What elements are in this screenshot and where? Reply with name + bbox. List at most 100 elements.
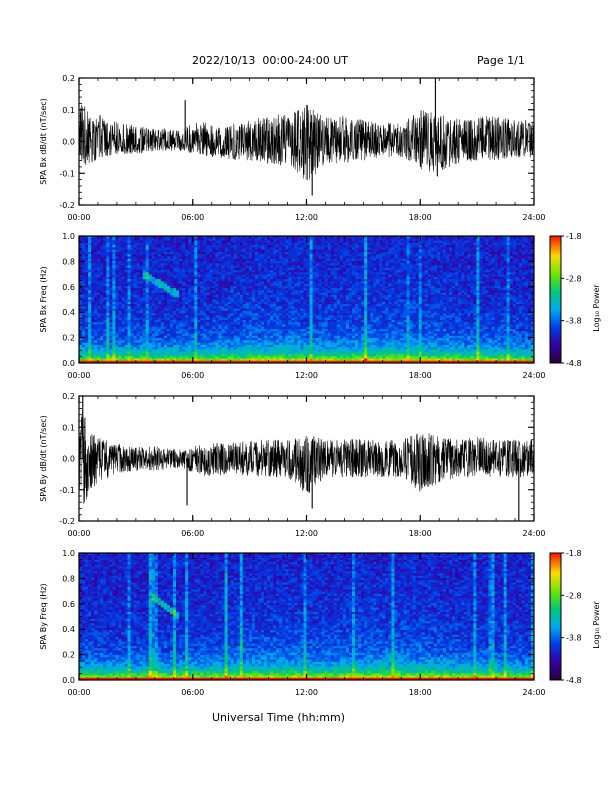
spectrogram-cell <box>91 236 95 239</box>
spectrogram-cell <box>170 310 174 314</box>
spectrogram-cell <box>185 353 189 357</box>
spectrogram-cell <box>251 265 256 269</box>
spectrogram-cell <box>170 236 174 239</box>
spectrogram-cell <box>191 324 195 328</box>
spectrogram-cell <box>233 251 238 255</box>
spectrogram-cell <box>170 340 174 343</box>
spectrogram-cell <box>273 340 277 343</box>
spectrogram-cell <box>333 340 338 343</box>
spectrogram-cell <box>327 272 332 275</box>
spectrogram-cell <box>160 324 165 328</box>
spectrogram-cell <box>166 356 171 359</box>
spectrogram-cell <box>170 304 174 307</box>
spectrogram-cell <box>312 317 316 321</box>
spectrogram-cell <box>118 238 122 241</box>
spectrogram-cell <box>251 251 256 255</box>
spectrogram-cell <box>103 272 107 275</box>
spectrogram-cell <box>327 301 332 305</box>
spectrogram-cell <box>336 274 341 278</box>
spectrogram-cell <box>321 304 326 307</box>
spectrogram-cell <box>288 360 292 363</box>
spectrogram-cell <box>218 347 222 350</box>
spectrogram-cell <box>82 308 86 312</box>
spectrogram-cell <box>100 308 104 312</box>
spectrogram-cell <box>200 258 204 262</box>
spectrogram-cell <box>273 292 277 296</box>
spectrogram-cell <box>236 242 241 246</box>
spectrogram-cell <box>188 351 192 355</box>
spectrogram-cell <box>261 358 265 362</box>
spectrogram-cell <box>115 281 119 285</box>
spectrogram-cell <box>303 360 307 363</box>
spectrogram-cell <box>97 340 101 343</box>
spectrogram-cell <box>103 326 107 330</box>
spectrogram-cell <box>303 342 307 346</box>
spectrogram-cell <box>276 342 280 346</box>
spectrogram-cell <box>82 326 86 330</box>
spectrogram-cell <box>112 270 116 273</box>
spectrogram-cell <box>227 319 232 323</box>
spectrogram-cell <box>221 360 225 363</box>
spectrogram-cell <box>206 328 210 332</box>
spectrogram-cell <box>264 267 268 271</box>
spectrogram-cell <box>79 281 83 285</box>
spectrogram-cell <box>227 238 232 241</box>
spectrogram-cell <box>88 249 92 253</box>
spectrogram-cell <box>309 301 313 305</box>
spectrogram-cell <box>224 333 229 337</box>
spectrogram-cell <box>239 319 244 323</box>
spectrogram-cell <box>318 308 323 312</box>
spectrogram-cell <box>339 240 344 244</box>
spectrogram-cell <box>215 274 219 278</box>
spectrogram-cell <box>300 292 304 296</box>
spectrogram-cell <box>200 238 204 241</box>
spectrogram-cell <box>170 344 174 348</box>
spectrogram-cell <box>279 285 283 289</box>
spectrogram-cell <box>288 331 292 334</box>
spectrogram-cell <box>127 349 131 353</box>
spectrogram-cell <box>270 326 274 330</box>
spectrogram-cell <box>282 238 286 241</box>
spectrogram-cell <box>318 301 323 305</box>
spectrogram-cell <box>282 347 286 350</box>
spectrogram-cell <box>245 349 250 353</box>
spectrogram-cell <box>270 292 274 296</box>
spectrogram-cell <box>315 351 320 355</box>
spectrogram-cell <box>142 304 147 307</box>
spectrogram-cell <box>170 245 174 248</box>
spectrogram-cell <box>273 270 277 273</box>
spectrogram-cell <box>206 260 210 264</box>
spectrogram-cell <box>173 238 177 241</box>
spectrogram-cell <box>270 274 274 278</box>
spectrogram-cell <box>112 301 116 305</box>
spectrogram-cell <box>230 299 235 303</box>
spectrogram-cell <box>306 265 310 269</box>
spectrogram-cell <box>157 245 162 248</box>
spectrogram-cell <box>273 238 277 241</box>
spectrogram-cell <box>327 351 332 355</box>
spectrogram-cell <box>115 256 119 260</box>
spectrogram-cell <box>176 281 180 285</box>
spectrogram-cell <box>206 267 210 271</box>
spectrogram-cell <box>236 322 241 325</box>
spectrogram-cell <box>221 324 225 328</box>
spectrogram-cell <box>309 335 313 339</box>
spectrogram-cell <box>82 254 86 257</box>
spectrogram-cell <box>248 249 253 253</box>
spectrogram-cell <box>209 317 213 321</box>
spectrogram-cell <box>215 310 219 314</box>
spectrogram-cell <box>218 270 222 273</box>
spectrogram-cell <box>233 245 238 248</box>
spectrogram-cell <box>91 299 95 303</box>
spectrogram-cell <box>127 304 131 307</box>
spectrogram-cell <box>276 270 280 273</box>
spectrogram-cell <box>127 270 131 273</box>
spectrogram-cell <box>333 256 338 260</box>
spectrogram-cell <box>257 247 262 251</box>
bx-trace <box>79 78 534 196</box>
spectrogram-cell <box>106 315 110 319</box>
spectrogram-cell <box>236 288 241 291</box>
spectrogram-cell <box>151 331 156 334</box>
spectrogram-cell <box>309 340 313 343</box>
spectrogram-cell <box>248 304 253 307</box>
